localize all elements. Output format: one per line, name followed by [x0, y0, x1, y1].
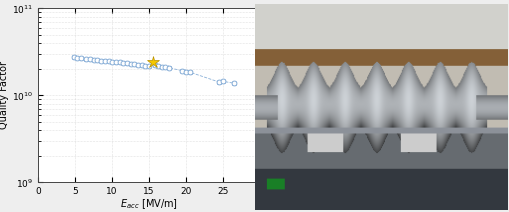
X-axis label: $E_{acc}$ [MV/m]: $E_{acc}$ [MV/m]	[120, 198, 178, 211]
Y-axis label: Quality Factor: Quality Factor	[0, 61, 10, 129]
